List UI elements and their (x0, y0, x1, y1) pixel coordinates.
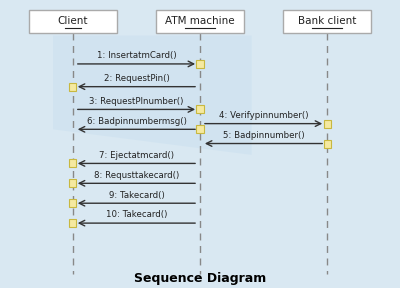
Text: 7: Ejectatmcard(): 7: Ejectatmcard() (99, 151, 174, 160)
Bar (29, 10, 116, 33)
Bar (196, 105, 204, 113)
Text: 3: RequestPInumber(): 3: RequestPInumber() (89, 97, 184, 106)
Bar (324, 120, 331, 128)
Polygon shape (53, 35, 252, 155)
Bar (156, 10, 244, 33)
Text: 2: RequestPin(): 2: RequestPin() (104, 74, 169, 83)
Text: 6: Badpinnumbermsg(): 6: Badpinnumbermsg() (86, 117, 186, 126)
Bar (69, 83, 76, 91)
Bar (324, 140, 331, 147)
Bar (196, 60, 204, 68)
Text: 1: InsertatmCard(): 1: InsertatmCard() (97, 51, 176, 60)
Text: 4: Verifypinnumber(): 4: Verifypinnumber() (219, 111, 308, 120)
Text: 9: Takecard(): 9: Takecard() (108, 191, 164, 200)
Bar (69, 160, 76, 167)
Text: 10: Takecard(): 10: Takecard() (106, 211, 167, 219)
Bar (69, 219, 76, 227)
Text: 5: Badpinnumber(): 5: Badpinnumber() (223, 131, 304, 140)
Bar (69, 179, 76, 187)
Bar (69, 199, 76, 207)
Text: Sequence Diagram: Sequence Diagram (134, 272, 266, 285)
Bar (196, 125, 204, 133)
Text: Bank client: Bank client (298, 16, 356, 26)
Text: ATM machine: ATM machine (165, 16, 235, 26)
Text: Client: Client (58, 16, 88, 26)
Bar (284, 10, 371, 33)
Text: 8: Requsttakecard(): 8: Requsttakecard() (94, 170, 179, 180)
